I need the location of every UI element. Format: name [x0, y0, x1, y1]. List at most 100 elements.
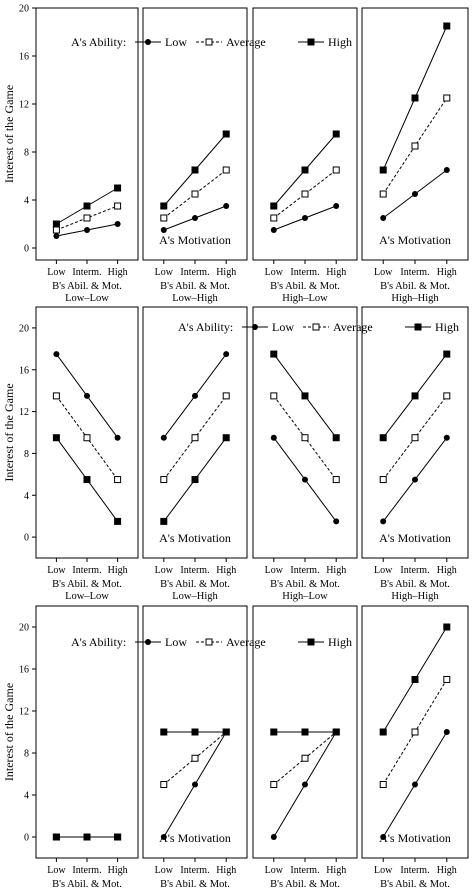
data-point	[270, 214, 278, 222]
y-tick-label: 4	[24, 196, 29, 207]
x-tick-label: Interm.	[290, 267, 319, 278]
data-point	[411, 392, 419, 400]
data-point	[302, 215, 308, 221]
legend-entry-2: Average	[226, 35, 266, 49]
x-tick-label: Interm.	[400, 565, 429, 576]
data-point	[191, 190, 199, 198]
data-point	[443, 623, 451, 631]
x-tick-label: High	[108, 267, 128, 278]
data-point	[191, 434, 199, 442]
data-point	[332, 728, 340, 736]
data-point	[83, 476, 91, 484]
panel-group-value: Low–Low	[65, 293, 109, 304]
panel-1-2: Low Interm. High B's Abil. & Mot.Low–High A'…	[142, 7, 248, 304]
panel-group-value: Low–Low	[65, 591, 109, 602]
legend-marker	[205, 638, 213, 646]
data-point	[222, 166, 230, 174]
legend-marker	[307, 38, 315, 46]
data-point	[379, 781, 387, 788]
y-tick-label: 20	[19, 323, 29, 334]
y-tick-label: 20	[19, 623, 29, 634]
x-tick-label: Interm.	[72, 865, 101, 876]
data-point	[302, 781, 308, 788]
data-point	[302, 476, 308, 483]
x-tick-label: Low	[374, 865, 393, 876]
legend-marker	[252, 324, 258, 330]
panel-frame	[252, 306, 358, 559]
data-point	[52, 220, 60, 228]
panel-2-2: Low Interm. High B's Abil. & Mot.Low–High A'…	[142, 306, 248, 602]
legend-title: A's Ability:	[71, 35, 126, 49]
legend-entry-2: Average	[333, 320, 373, 334]
data-point	[443, 434, 450, 441]
panel-frame	[361, 7, 469, 261]
panel-group-title: B's Abil. & Mot.	[380, 579, 450, 590]
y-axis-label: Interest of the Game	[2, 383, 16, 481]
y-tick-label: 8	[24, 749, 29, 760]
chart-row-2: Interest of the Game 0 4 8 12 16 20 Low Interm. H…	[2, 306, 469, 602]
y-axis-label: Interest of the Game	[2, 85, 16, 183]
legend-entry-1: Low	[165, 635, 187, 649]
data-point	[84, 392, 90, 399]
data-point	[411, 434, 419, 442]
x-tick-label: Interm.	[180, 565, 209, 576]
x-tick-label: Interm.	[400, 865, 429, 876]
data-point	[333, 518, 340, 525]
data-point	[114, 221, 121, 227]
panel-1-4: Low Interm. High B's Abil. & Mot.High–High A…	[361, 7, 469, 304]
data-point	[332, 166, 340, 174]
data-point	[270, 227, 277, 233]
x-tick-label: Low	[374, 565, 393, 576]
data-point	[443, 350, 451, 358]
data-point	[222, 130, 230, 138]
x-tick-label: High	[437, 267, 457, 278]
data-point	[333, 203, 340, 209]
legend-marker	[312, 323, 320, 331]
panel-group-value: Low–High	[172, 591, 218, 602]
y-tick-label: 8	[24, 449, 29, 460]
data-point	[191, 166, 199, 174]
series-line-average	[163, 169, 227, 219]
panel-group-value: High–Low	[282, 293, 328, 304]
x-tick-label: Interm.	[72, 565, 101, 576]
data-point	[192, 215, 198, 221]
legend-entry-2: Average	[226, 635, 266, 649]
data-point	[160, 227, 167, 233]
data-point	[443, 167, 450, 173]
y-tick-label: 12	[19, 707, 29, 718]
legend-entry-1: Low	[165, 35, 187, 49]
y-tick-label: 12	[19, 407, 29, 418]
x-tick-label: Interm.	[180, 267, 209, 278]
panel-group-title: B's Abil. & Mot.	[160, 281, 230, 292]
panel-group-title: B's Abil. & Mot.	[270, 281, 340, 292]
data-point	[443, 22, 451, 30]
x-tick-label: High	[108, 865, 128, 876]
data-point	[192, 781, 198, 788]
x-tick-label: High	[326, 267, 346, 278]
data-point	[411, 94, 419, 102]
legend-marker	[145, 639, 151, 645]
data-point	[301, 434, 309, 442]
motivation-label: A's Motivation	[379, 233, 451, 247]
data-point	[114, 517, 122, 525]
x-tick-label: Low	[265, 865, 284, 876]
x-tick-label: Low	[47, 865, 66, 876]
data-point	[83, 214, 91, 222]
data-point	[332, 476, 340, 484]
data-point	[53, 351, 60, 358]
data-point	[223, 203, 230, 209]
panel-2-1: Low Interm. High B's Abil. & Mot.Low–Low	[35, 306, 139, 602]
data-point	[222, 728, 230, 736]
legend-marker	[307, 638, 315, 646]
data-point	[160, 517, 168, 525]
y-axis-label: Interest of the Game	[2, 683, 16, 781]
y-tick-label: 16	[19, 665, 29, 676]
data-point	[379, 190, 387, 198]
data-point	[270, 202, 278, 210]
legend-marker	[145, 39, 151, 45]
data-point	[379, 166, 387, 174]
y-tick-label: 8	[24, 148, 29, 159]
x-tick-label: Low	[47, 565, 66, 576]
